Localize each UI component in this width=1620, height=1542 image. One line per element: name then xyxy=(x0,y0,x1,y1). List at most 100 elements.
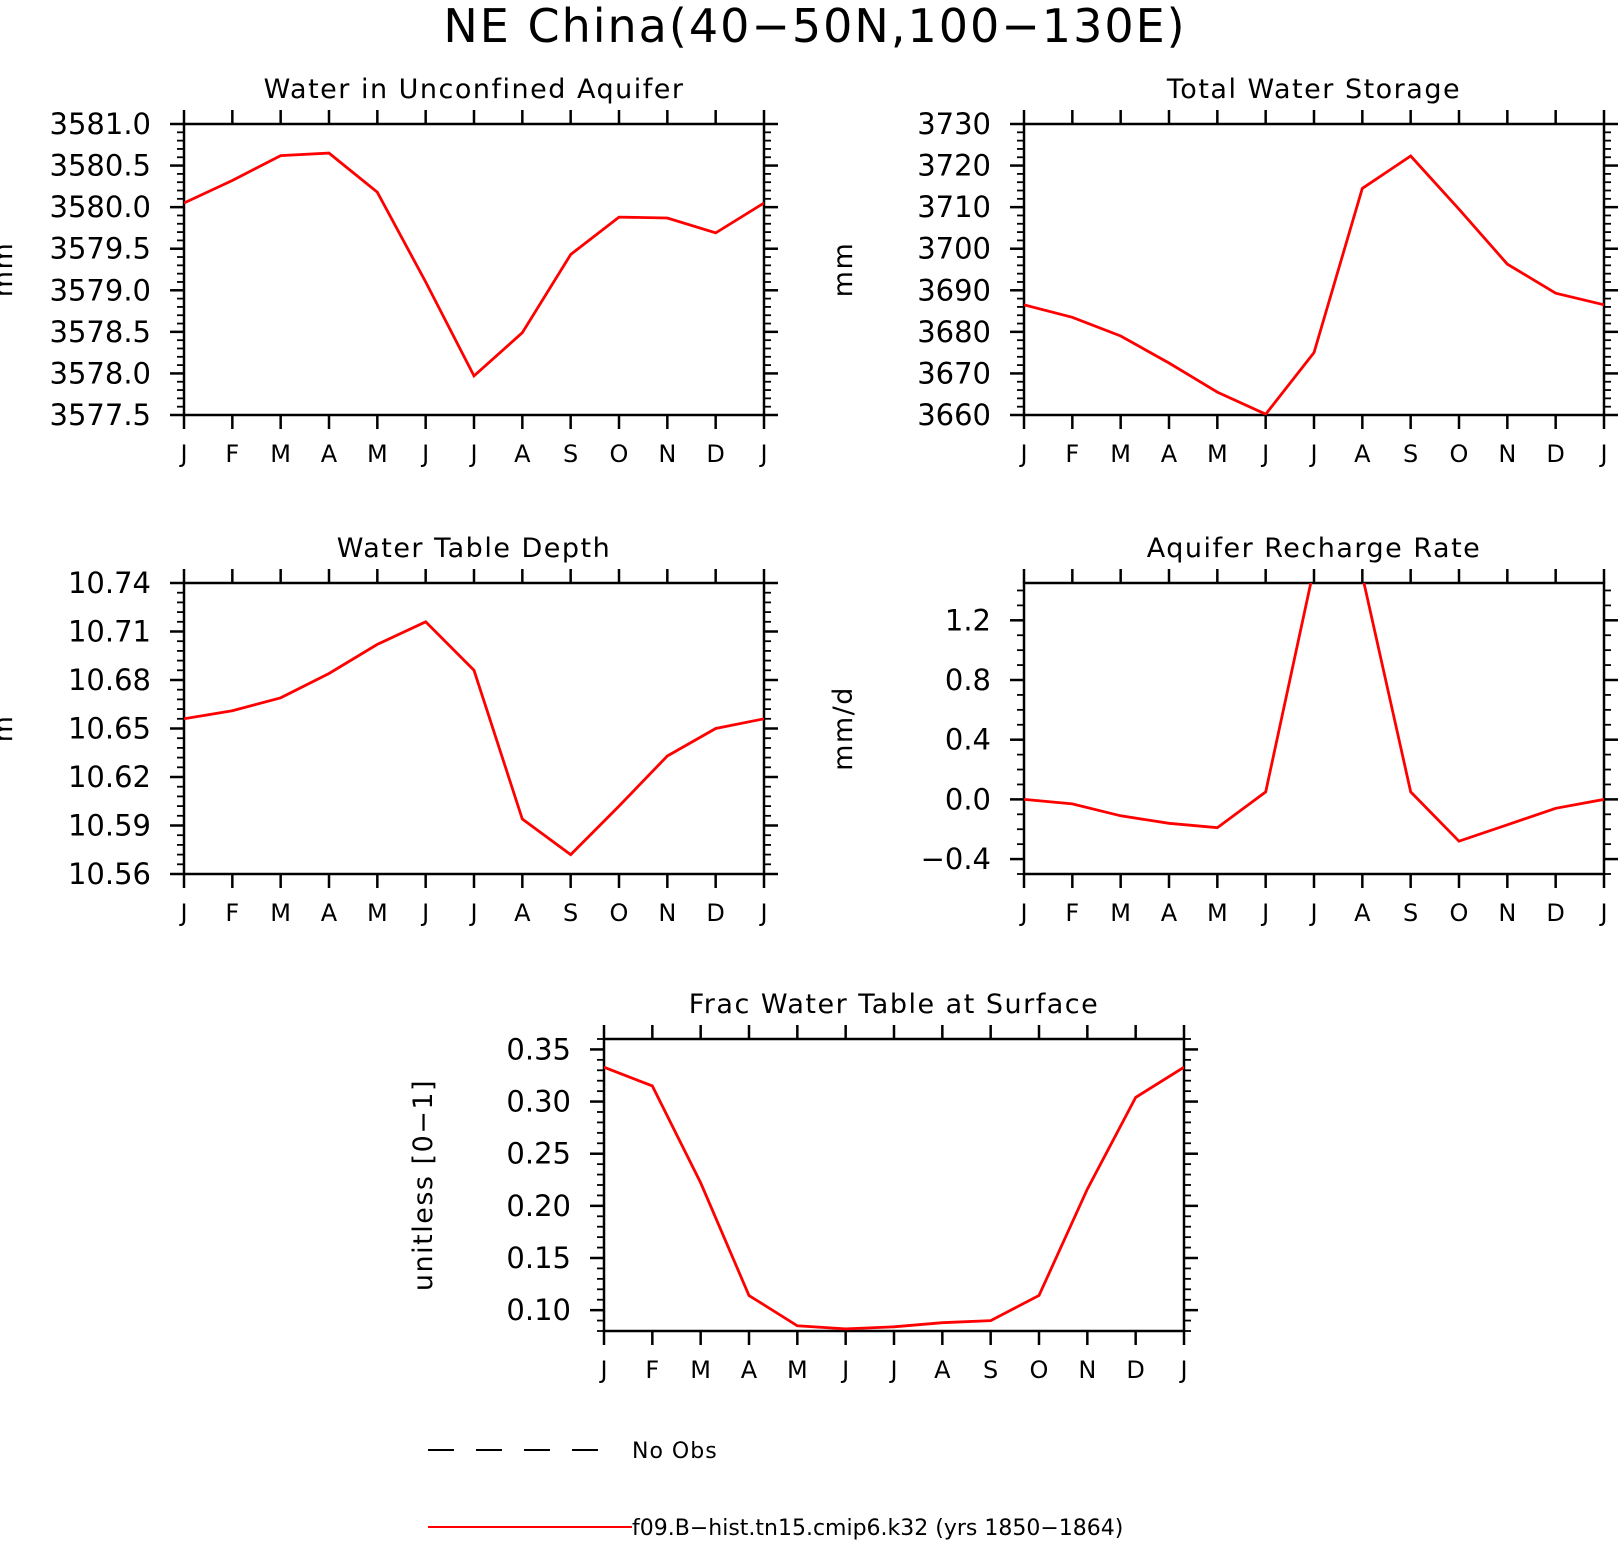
x-tick-label: J xyxy=(1260,440,1269,468)
y-axis-label: unitless [0−1] xyxy=(408,1079,439,1291)
x-tick-label: J xyxy=(1308,440,1317,468)
x-tick-label: D xyxy=(1546,899,1564,927)
x-tick-label: O xyxy=(1450,899,1469,927)
y-tick-label: 3680 xyxy=(917,315,991,349)
y-tick-label: 3578.5 xyxy=(50,315,151,349)
y-tick-label: 0.8 xyxy=(945,663,991,697)
chart-panel: J F M A M J J A S O N D J −0.4 0.0 0.4 0.8 1.2 Aquifer Rec… xyxy=(828,533,1618,927)
y-tick-label: 3690 xyxy=(917,273,991,307)
series-line xyxy=(1024,154,1604,415)
x-tick-label: N xyxy=(658,440,676,468)
y-tick-label: 10.71 xyxy=(68,615,151,649)
x-tick-label: J xyxy=(178,899,187,927)
x-tick-label: N xyxy=(1078,1356,1096,1384)
y-tick-label: 3710 xyxy=(917,190,991,224)
x-tick-label: S xyxy=(1403,899,1418,927)
x-tick-label: S xyxy=(563,899,578,927)
plot-frame xyxy=(602,1037,1186,1333)
x-tick-label: M xyxy=(690,1356,711,1384)
plot-frame xyxy=(1022,581,1606,876)
y-tick-label: 0.20 xyxy=(506,1189,571,1223)
y-tick-label: 3730 xyxy=(917,107,991,141)
plot-frame xyxy=(182,581,766,876)
y-tick-label: 3580.0 xyxy=(50,190,151,224)
legend-obs-label: No Obs xyxy=(632,1439,718,1464)
panel-title: Water Table Depth xyxy=(337,533,612,564)
x-tick-label: O xyxy=(1030,1356,1049,1384)
x-tick-label: J xyxy=(840,1356,849,1384)
y-tick-label: 0.35 xyxy=(506,1032,571,1066)
x-tick-label: O xyxy=(610,440,629,468)
x-tick-label: M xyxy=(1110,899,1131,927)
series-line xyxy=(184,151,764,379)
x-tick-label: M xyxy=(1207,899,1228,927)
x-tick-label: M xyxy=(270,899,291,927)
x-tick-label: N xyxy=(658,899,676,927)
legend: No Obs f09.B−hist.tn15.cmip6.k32 (yrs 18… xyxy=(428,1439,1123,1541)
x-tick-label: S xyxy=(983,1356,998,1384)
x-tick-label: J xyxy=(1308,899,1317,927)
x-tick-label: F xyxy=(225,440,239,468)
chart-panel: J F M A M J J A S O N D J 3577.5 3578.0 3578.5 3579.0 357… xyxy=(0,74,778,468)
x-tick-label: N xyxy=(1498,440,1516,468)
x-tick-label: J xyxy=(1018,440,1027,468)
legend-model-label: f09.B−hist.tn15.cmip6.k32 (yrs 1850−1864… xyxy=(632,1516,1123,1541)
y-tick-label: 0.30 xyxy=(506,1085,571,1119)
plot-frame xyxy=(182,122,766,417)
x-tick-label: J xyxy=(468,899,477,927)
x-tick-label: J xyxy=(420,899,429,927)
y-tick-label: 3581.0 xyxy=(50,107,151,141)
x-tick-label: A xyxy=(514,899,531,927)
x-tick-label: A xyxy=(1354,899,1371,927)
y-tick-label: 10.65 xyxy=(68,712,151,746)
x-tick-label: A xyxy=(934,1356,951,1384)
y-tick-label: 10.74 xyxy=(68,566,151,600)
x-tick-label: A xyxy=(321,899,338,927)
series-line xyxy=(1024,583,1604,843)
chart-panel: J F M A M J J A S O N D J 0.10 0.15 0.20 0.25 0.30 0.35 Fra… xyxy=(408,989,1198,1384)
x-tick-label: F xyxy=(1065,440,1079,468)
y-axis-label: m xyxy=(0,715,19,743)
x-tick-label: J xyxy=(1598,440,1607,468)
y-tick-label: 3579.0 xyxy=(50,273,151,307)
y-tick-label: 3670 xyxy=(917,356,991,390)
x-tick-label: S xyxy=(563,440,578,468)
x-tick-label: A xyxy=(1161,440,1178,468)
x-tick-label: F xyxy=(1065,899,1079,927)
x-tick-label: D xyxy=(706,899,724,927)
x-tick-label: F xyxy=(225,899,239,927)
chart-panel: J F M A M J J A S O N D J 3660 3670 3680 3690 3700 3710 372… xyxy=(828,74,1618,468)
y-tick-label: 0.10 xyxy=(506,1293,571,1327)
x-tick-label: J xyxy=(888,1356,897,1384)
panel-title: Aquifer Recharge Rate xyxy=(1147,533,1482,564)
x-tick-label: J xyxy=(758,899,767,927)
x-tick-label: A xyxy=(514,440,531,468)
x-tick-label: J xyxy=(598,1356,607,1384)
series-line xyxy=(604,1065,1184,1331)
y-axis-label: mm/d xyxy=(828,686,859,771)
x-tick-label: O xyxy=(610,899,629,927)
y-tick-label: 0.15 xyxy=(506,1241,571,1275)
y-tick-label: 10.59 xyxy=(68,809,151,843)
x-tick-label: S xyxy=(1403,440,1418,468)
y-tick-label: 10.62 xyxy=(68,760,151,794)
x-tick-label: D xyxy=(1126,1356,1144,1384)
x-tick-label: J xyxy=(1178,1356,1187,1384)
x-tick-label: J xyxy=(758,440,767,468)
x-tick-label: M xyxy=(367,899,388,927)
y-tick-label: 3577.5 xyxy=(50,398,151,432)
y-tick-label: 0.4 xyxy=(945,723,991,757)
x-tick-label: J xyxy=(1598,899,1607,927)
y-tick-label: 10.68 xyxy=(68,663,151,697)
y-tick-label: 0.0 xyxy=(945,782,991,816)
y-tick-label: 3578.0 xyxy=(50,356,151,390)
x-tick-label: M xyxy=(1110,440,1131,468)
x-tick-label: D xyxy=(1546,440,1564,468)
panel-title: Total Water Storage xyxy=(1166,74,1461,105)
y-tick-label: 3660 xyxy=(917,398,991,432)
panel-title: Water in Unconfined Aquifer xyxy=(264,74,685,105)
x-tick-label: F xyxy=(645,1356,659,1384)
x-tick-label: J xyxy=(1018,899,1027,927)
panel-title: Frac Water Table at Surface xyxy=(689,989,1100,1020)
